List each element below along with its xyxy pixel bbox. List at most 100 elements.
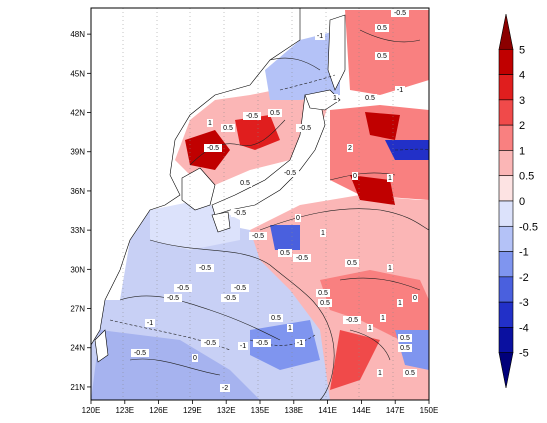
contour-label-bg [249, 232, 267, 240]
contour-label-bg [295, 339, 305, 347]
contour-label: -0.5 [224, 295, 236, 302]
colorbar-label: -2 [519, 272, 529, 284]
contour-label: -0.5 [204, 340, 216, 347]
contour-label: -0.5 [177, 285, 189, 292]
contour-label-bg [380, 314, 386, 322]
colorbar-label: 1 [519, 145, 525, 157]
y-tick-label: 36N [70, 187, 85, 196]
contour-label-bg [131, 349, 149, 357]
contour-label-bg [207, 119, 213, 127]
contour-label: -1 [297, 340, 303, 347]
contour-label-bg [375, 24, 389, 32]
contour-label-bg [398, 344, 412, 352]
contour-label: 1 [368, 325, 372, 332]
contour-label: 1 [378, 370, 382, 377]
korea-land [181, 167, 216, 211]
x-tick-label: 138E [284, 406, 303, 415]
x-tick-label: 150E [420, 406, 439, 415]
colorbar-label: -3 [519, 297, 529, 309]
y-tick-label: 27N [70, 305, 85, 314]
y-tick-label: 39N [70, 148, 85, 157]
y-tick-label: 30N [70, 265, 85, 274]
colorbar-segment [498, 251, 514, 278]
y-tick-label: 48N [70, 30, 85, 39]
contour-label-bg [387, 264, 393, 272]
y-tick-label: 21N [70, 383, 85, 392]
sea-of-japan-mid [235, 115, 280, 150]
contour-label: 0.5 [365, 95, 375, 102]
x-tick-label: 126E [149, 406, 168, 415]
x-tick-label: 135E [251, 406, 270, 415]
contour-label: 0.5 [400, 335, 410, 342]
contour-label-bg [377, 369, 383, 377]
contour-label-bg [387, 174, 393, 182]
contour-label-bg [221, 294, 239, 302]
x-tick-label: 123E [115, 406, 134, 415]
y-tick-label: 33N [70, 226, 85, 235]
contour-label-bg [315, 32, 325, 40]
contour-label-bg [231, 284, 249, 292]
sakhalin-land [327, 14, 346, 91]
kyushu-land [211, 211, 231, 233]
contour-label: -0.5 [134, 350, 146, 357]
colorbar-segment [498, 74, 514, 101]
y-tick-label: 24N [70, 344, 85, 353]
north-blue-region [265, 30, 340, 100]
contour-label: -1 [397, 87, 403, 94]
contour-label: 0.5 [271, 315, 281, 322]
colorbar-segment [498, 150, 514, 177]
contour-label: 0 [296, 215, 300, 222]
contour-label: 0.5 [377, 25, 387, 32]
contour-label-bg [295, 214, 301, 222]
contour-label: -0.5 [299, 125, 311, 132]
contour-label-bg [238, 179, 252, 187]
colorbar-segment [498, 225, 514, 252]
x-tick-label: 147E [386, 406, 405, 415]
contour-label-bg [221, 124, 235, 132]
y-tick-label: 42N [70, 109, 85, 118]
colorbar-segment [498, 352, 514, 389]
contour-label: 0.5 [270, 110, 280, 117]
colorbar-segment [498, 99, 514, 126]
contour-label: -2 [222, 385, 228, 392]
contour-label: 0 [193, 355, 197, 362]
contour-label: 1 [381, 315, 385, 322]
y-tick-label: 45N [70, 69, 85, 78]
contour-label: -0.5 [207, 145, 219, 152]
contour-label: -0.5 [284, 170, 296, 177]
contour-label: -0.5 [246, 113, 258, 120]
gridlines [122, 8, 394, 400]
contour-label-bg [243, 112, 261, 120]
contour-label-bg [352, 172, 358, 180]
contour-label-bg [296, 124, 314, 132]
colorbar-segment [498, 13, 514, 50]
contour-label: -1 [147, 320, 153, 327]
contour-label-bg [375, 52, 389, 60]
contour-label-bg [201, 339, 219, 347]
contour-label-bg [220, 384, 230, 392]
contour-label: 0.5 [320, 300, 330, 307]
contour-label-bg [412, 294, 418, 302]
colorbar-label: 5 [519, 44, 525, 56]
northwest-pacific-blue [385, 140, 429, 160]
colorbar-label: -1 [519, 247, 529, 259]
hokkaido-land [304, 89, 341, 111]
contour-label-bg [318, 299, 332, 307]
colorbar: 5 4 3 2 1 0.5 0 -0.5 -1 -2 -3 -4 -5 [498, 13, 538, 389]
contour-label-bg [367, 324, 373, 332]
contour-label-bg [268, 109, 282, 117]
contour-label: 1 [333, 95, 337, 102]
contour-label: 0.5 [405, 370, 415, 377]
contour-label: -0.5 [346, 317, 358, 324]
kuroshio-deep [350, 175, 395, 205]
x-tick-label: 120E [82, 406, 101, 415]
colorbar-segment [498, 124, 514, 151]
colorbar-label: -0.5 [519, 221, 538, 233]
colorbar-label: 4 [519, 70, 525, 82]
contour-label: 1 [388, 175, 392, 182]
contour-label-bg [287, 324, 293, 332]
contour-label: 1 [388, 265, 392, 272]
contour-label-bg [238, 342, 248, 350]
contour-label: -1 [317, 33, 323, 40]
contour-label: 1 [208, 120, 212, 127]
